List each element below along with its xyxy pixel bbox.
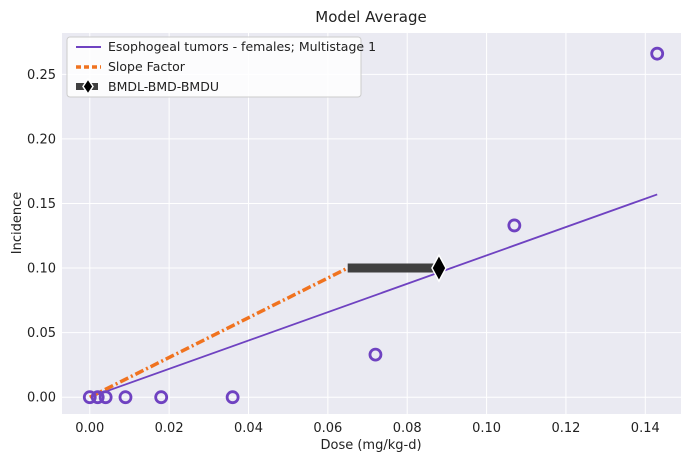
y-tick-label: 0.25 — [27, 68, 56, 83]
slope-factor-line — [88, 266, 349, 399]
y-tick-label: 0.05 — [27, 326, 56, 341]
legend-box — [66, 36, 362, 98]
data-point — [154, 390, 169, 405]
model-line — [89, 193, 658, 399]
y-tick-label: 0.00 — [27, 391, 56, 406]
chart-marks — [82, 46, 665, 405]
data-point — [507, 218, 522, 233]
x-tick-label: 0.08 — [393, 421, 422, 436]
data-point — [650, 46, 665, 61]
legend-label-model: Esophogeal tumors - females; Multistage … — [108, 39, 376, 54]
x-tick-label: 0.04 — [234, 421, 263, 436]
bmd-diamond-marker — [431, 253, 447, 283]
y-tick-label: 0.10 — [27, 262, 56, 277]
x-tick-label: 0.02 — [155, 421, 184, 436]
legend-bmd-diamond-swatch — [82, 77, 94, 96]
y-tick-label: 0.15 — [27, 197, 56, 212]
data-point — [368, 347, 383, 362]
x-tick-label: 0.10 — [472, 421, 501, 436]
x-axis-label: Dose (mg/kg-d) — [320, 438, 421, 453]
data-point — [98, 390, 113, 405]
legend: Esophogeal tumors - females; Multistage … — [66, 36, 376, 98]
data-point — [118, 390, 133, 405]
y-axis-label: Incidence — [10, 192, 25, 254]
chart-title: Model Average — [315, 8, 426, 26]
data-point — [225, 390, 240, 405]
tick-labels: 0.00 0.02 0.04 0.06 0.08 0.10 0.12 0.14 0.00 0.05… — [27, 68, 660, 436]
x-tick-label: 0.12 — [551, 421, 580, 436]
x-tick-label: 0.14 — [631, 421, 660, 436]
x-tick-label: 0.06 — [313, 421, 342, 436]
y-tick-label: 0.20 — [27, 132, 56, 147]
x-tick-label: 0.00 — [75, 421, 104, 436]
data-point — [90, 390, 105, 405]
legend-label-slope: Slope Factor — [108, 59, 186, 74]
data-point — [82, 390, 97, 405]
legend-label-bmd: BMDL-BMD-BMDU — [108, 79, 219, 94]
